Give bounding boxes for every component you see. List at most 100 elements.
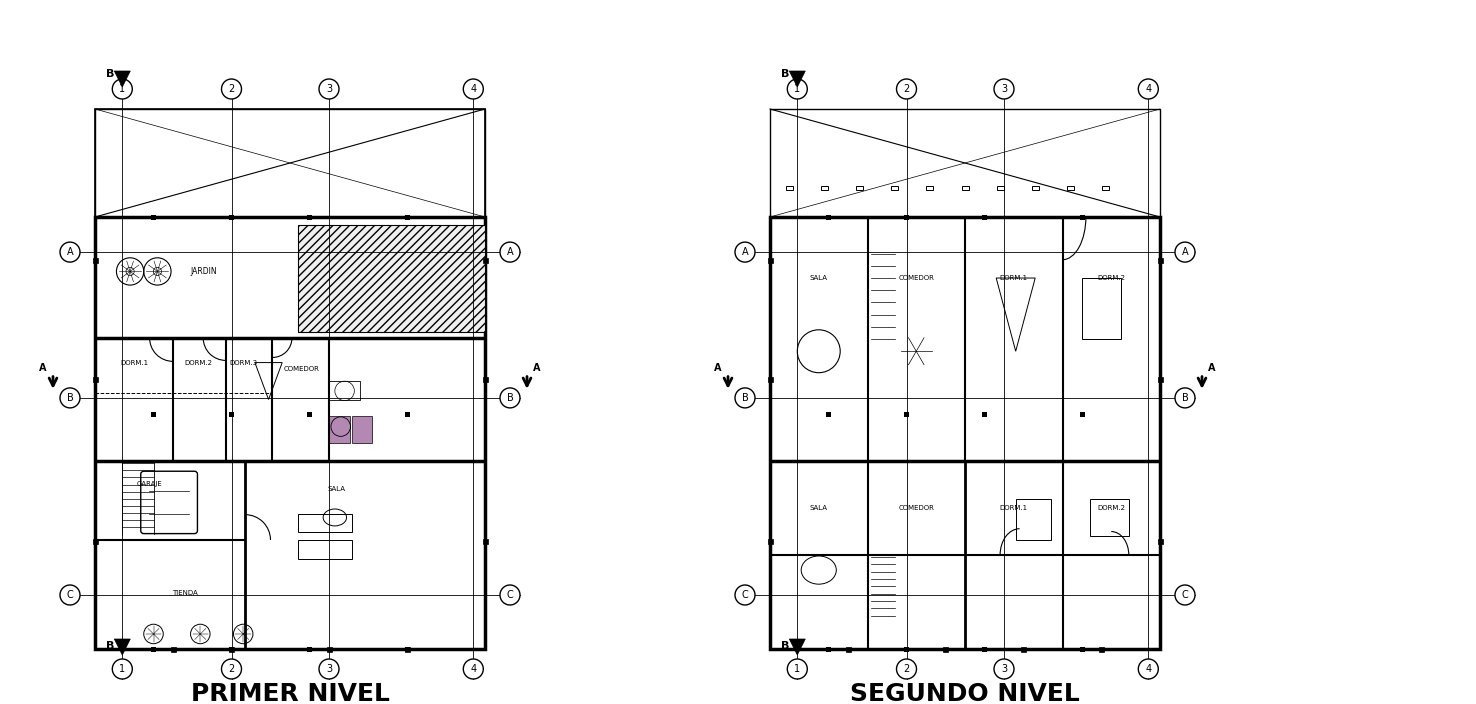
- Text: SALA: SALA: [810, 275, 828, 281]
- Bar: [903, 646, 909, 651]
- Bar: [1082, 278, 1120, 339]
- Text: 4: 4: [1145, 84, 1151, 94]
- Bar: [1021, 646, 1026, 651]
- Bar: [1079, 412, 1085, 417]
- Bar: [151, 215, 156, 220]
- Polygon shape: [790, 639, 806, 655]
- Text: B: B: [781, 641, 790, 651]
- Bar: [787, 186, 793, 190]
- Circle shape: [1175, 388, 1196, 408]
- Circle shape: [61, 388, 80, 408]
- Text: C: C: [506, 590, 514, 600]
- Bar: [151, 646, 156, 651]
- Text: B: B: [1182, 393, 1188, 403]
- Circle shape: [735, 388, 756, 408]
- Text: B: B: [506, 393, 514, 403]
- Text: 3: 3: [326, 84, 332, 94]
- Bar: [404, 646, 409, 651]
- Text: 1: 1: [794, 664, 800, 674]
- Circle shape: [1175, 242, 1196, 262]
- Text: A: A: [533, 363, 540, 372]
- Bar: [93, 258, 97, 263]
- Bar: [298, 225, 486, 332]
- Bar: [827, 646, 831, 651]
- Bar: [353, 415, 372, 443]
- Bar: [483, 377, 487, 382]
- Circle shape: [993, 79, 1014, 99]
- Bar: [768, 539, 772, 543]
- Text: 1: 1: [120, 84, 125, 94]
- Bar: [1015, 498, 1051, 540]
- Circle shape: [787, 79, 807, 99]
- Text: COMEDOR: COMEDOR: [899, 275, 934, 281]
- Bar: [961, 186, 968, 190]
- Bar: [982, 646, 987, 651]
- Text: A: A: [1209, 363, 1216, 372]
- Polygon shape: [790, 71, 806, 87]
- Text: A: A: [506, 247, 514, 257]
- Text: B: B: [781, 69, 790, 79]
- Text: DORM.1: DORM.1: [999, 275, 1027, 281]
- Text: B: B: [106, 69, 115, 79]
- Circle shape: [787, 659, 807, 679]
- Bar: [770, 217, 1160, 649]
- Bar: [404, 412, 409, 417]
- Text: 2: 2: [903, 84, 909, 94]
- Circle shape: [61, 585, 80, 605]
- Bar: [404, 646, 409, 651]
- Bar: [1157, 377, 1163, 382]
- Text: SALA: SALA: [328, 486, 345, 492]
- Circle shape: [112, 79, 133, 99]
- Circle shape: [500, 585, 520, 605]
- Text: 3: 3: [326, 664, 332, 674]
- Text: B: B: [66, 393, 74, 403]
- Circle shape: [896, 79, 917, 99]
- Text: 1: 1: [794, 84, 800, 94]
- Bar: [1089, 498, 1129, 536]
- Bar: [483, 258, 487, 263]
- Bar: [1079, 215, 1085, 220]
- Text: SALA: SALA: [810, 505, 828, 511]
- Text: TIENDA: TIENDA: [171, 590, 198, 596]
- Bar: [298, 514, 353, 532]
- Circle shape: [112, 659, 133, 679]
- Bar: [903, 215, 909, 220]
- Bar: [93, 377, 97, 382]
- Text: DORM.1: DORM.1: [120, 360, 148, 365]
- Circle shape: [896, 659, 917, 679]
- Text: SEGUNDO NIVEL: SEGUNDO NIVEL: [850, 682, 1080, 704]
- Circle shape: [500, 242, 520, 262]
- Text: A: A: [714, 363, 722, 372]
- Bar: [1067, 186, 1075, 190]
- Bar: [307, 412, 311, 417]
- Bar: [927, 186, 933, 190]
- Bar: [996, 186, 1004, 190]
- Bar: [768, 377, 772, 382]
- Text: PRIMER NIVEL: PRIMER NIVEL: [190, 682, 390, 704]
- Text: 4: 4: [471, 664, 477, 674]
- Text: COMEDOR: COMEDOR: [283, 366, 320, 372]
- Bar: [329, 381, 360, 400]
- Bar: [229, 646, 235, 651]
- Text: B: B: [741, 393, 748, 403]
- Circle shape: [500, 388, 520, 408]
- Text: A: A: [1182, 247, 1188, 257]
- Bar: [1157, 539, 1163, 543]
- Bar: [827, 215, 831, 220]
- Bar: [94, 217, 486, 649]
- Bar: [1103, 186, 1108, 190]
- Bar: [1032, 186, 1039, 190]
- Bar: [903, 412, 909, 417]
- Bar: [892, 186, 899, 190]
- Circle shape: [1138, 659, 1159, 679]
- Circle shape: [319, 79, 339, 99]
- Bar: [483, 539, 487, 543]
- Circle shape: [221, 659, 242, 679]
- Text: C: C: [741, 590, 748, 600]
- Bar: [1100, 646, 1104, 651]
- Circle shape: [319, 659, 339, 679]
- Circle shape: [1175, 585, 1196, 605]
- Circle shape: [735, 242, 756, 262]
- Text: B: B: [106, 641, 115, 651]
- Bar: [151, 412, 156, 417]
